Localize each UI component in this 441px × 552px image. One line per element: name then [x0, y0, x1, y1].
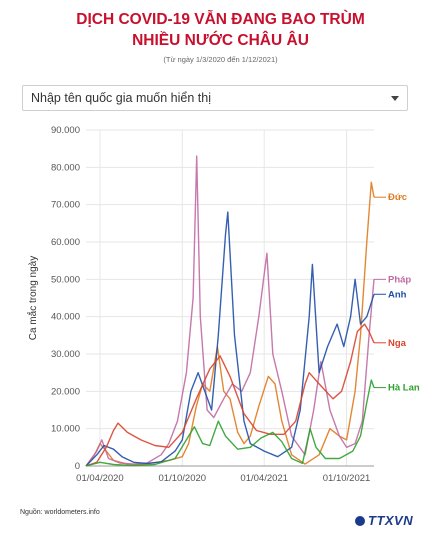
country-select[interactable]: Nhập tên quốc gia muốn hiển thị [22, 85, 408, 111]
y-tick-label: 20.000 [51, 386, 80, 397]
y-axis-ticks: 0 10.000 20.000 30.000 40.000 50.000 60.000 70.… [51, 125, 80, 472]
y-tick-label: 60.000 [51, 237, 80, 248]
chart-subtitle: (Từ ngày 1/3/2020 đến 1/12/2021) [163, 55, 278, 64]
series-label: Pháp [388, 274, 411, 285]
chart-title-line2: NHIỀU NƯỚC CHÂU ÂU [132, 32, 309, 49]
logo-emblem-icon [355, 516, 365, 526]
series-line[interactable] [85, 379, 375, 467]
y-tick-label: 50.000 [51, 274, 80, 285]
y-tick-label: 30.000 [51, 349, 80, 360]
y-tick-label: 70.000 [51, 200, 80, 211]
x-tick-label: 01/04/2021 [240, 473, 288, 484]
series-label: Đức [388, 192, 407, 203]
y-tick-label: 0 [75, 461, 80, 472]
y-tick-label: 80.000 [51, 162, 80, 173]
x-tick-label: 01/04/2020 [76, 473, 124, 484]
series-labels: Đức Pháp Anh Nga Hà Lan [374, 192, 420, 394]
line-chart: 0 10.000 20.000 30.000 40.000 50.000 60.000 70.… [26, 125, 420, 484]
series-label: Hà Lan [388, 383, 420, 394]
series-label: Anh [388, 289, 407, 300]
series-lines [85, 155, 375, 467]
series-line[interactable] [85, 211, 375, 467]
y-tick-label: 90.000 [51, 125, 80, 136]
y-tick-label: 40.000 [51, 312, 80, 323]
series-label: Nga [388, 338, 407, 349]
y-tick-label: 10.000 [51, 424, 80, 435]
chart-grid [86, 129, 374, 467]
series-line[interactable] [85, 323, 375, 467]
y-axis-label: Ca mắc trong ngày [26, 256, 39, 341]
source-note: Nguồn: worldometers.info [20, 509, 100, 516]
x-tick-label: 01/10/2021 [323, 473, 371, 484]
series-line[interactable] [85, 181, 375, 467]
logo-text: TTXVN [368, 513, 414, 528]
series-line[interactable] [85, 155, 375, 467]
ttxvn-logo: TTXVN [355, 513, 413, 528]
country-select-placeholder: Nhập tên quốc gia muốn hiển thị [31, 91, 211, 105]
x-tick-label: 01/10/2020 [159, 473, 207, 484]
x-axis-ticks: 01/04/2020 01/10/2020 01/04/2021 01/10/2021 [76, 473, 370, 484]
chart-title-line1: DỊCH COVID-19 VẪN ĐANG BAO TRÙM [76, 11, 365, 28]
chevron-down-icon[interactable] [391, 96, 399, 101]
